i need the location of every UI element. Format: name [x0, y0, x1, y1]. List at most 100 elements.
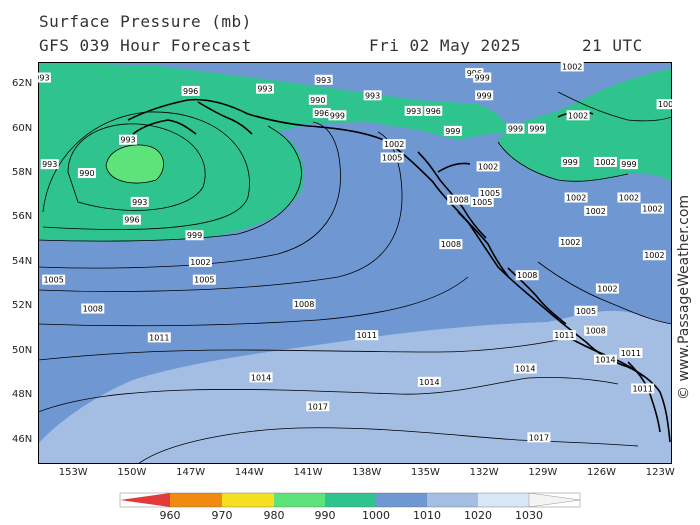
isobar-label: 999: [506, 123, 525, 134]
isobar-label: 1002: [595, 283, 619, 294]
isobar-label: 999: [185, 230, 204, 241]
colorbar-value-label: 1020: [464, 509, 492, 522]
isobar-label: 1017: [527, 432, 551, 443]
svg-text:1008: 1008: [83, 305, 103, 314]
colorbar-arrow-high: [528, 492, 581, 508]
svg-text:1011: 1011: [632, 384, 652, 393]
svg-text:1002: 1002: [478, 162, 498, 171]
svg-text:1014: 1014: [251, 373, 271, 382]
band-1000-1010: [38, 62, 672, 241]
isobar-label: 993: [404, 105, 423, 116]
svg-text:1002: 1002: [644, 251, 664, 260]
svg-text:1002: 1002: [384, 140, 404, 149]
svg-text:1017: 1017: [529, 433, 549, 442]
longitude-label: 129W: [528, 467, 558, 478]
colorbar-seg-960: [170, 493, 222, 507]
isobar-label: 993: [314, 74, 333, 85]
isobar-label: 1002: [584, 205, 608, 216]
pressure-map[interactable]: 990 993 993 993 996 999 1002 1005 1005 1008 1008 10…: [38, 62, 672, 464]
isobar-label: 990: [308, 94, 327, 105]
isobar-label: 1002: [642, 250, 666, 261]
svg-text:1008: 1008: [586, 327, 606, 336]
colorbar-seg-1020: [478, 493, 529, 507]
svg-text:1005: 1005: [382, 154, 402, 163]
svg-text:1017: 1017: [308, 402, 328, 411]
svg-text:1011: 1011: [149, 333, 169, 342]
isobar-label: 996: [424, 105, 443, 116]
isobar-label: 1005: [380, 152, 404, 163]
colorbar-arrow-low: [120, 493, 170, 507]
svg-text:993: 993: [38, 74, 50, 83]
svg-text:1014: 1014: [595, 356, 615, 365]
isobar-label: 1017: [306, 401, 330, 412]
isobar-label: 1002: [640, 203, 664, 214]
isobar-label: 1005: [192, 274, 216, 285]
svg-text:1002: 1002: [586, 207, 606, 216]
isobar-label: 1008: [584, 325, 608, 336]
map-title: Surface Pressure (mb): [39, 12, 252, 31]
svg-text:999: 999: [621, 160, 636, 169]
latitude-label: 54N: [12, 255, 33, 267]
isobar-label: 1005: [574, 305, 598, 316]
isobar-label: 1014: [593, 354, 617, 365]
colorbar-value-label: 990: [314, 509, 336, 522]
colorbar-seg-980: [274, 493, 325, 507]
svg-text:1008: 1008: [658, 100, 672, 109]
isobar-label: 993: [40, 159, 59, 170]
latitude-label: 50N: [12, 344, 33, 356]
svg-text:1005: 1005: [43, 276, 63, 285]
svg-text:1002: 1002: [190, 258, 210, 267]
isobar-label: 1002: [560, 62, 584, 72]
svg-text:993: 993: [132, 198, 147, 207]
longitude-label: 141W: [293, 467, 323, 478]
svg-text:996: 996: [314, 109, 329, 118]
svg-text:1014: 1014: [419, 378, 439, 387]
isobar-label: 1011: [147, 332, 171, 343]
svg-text:1005: 1005: [480, 189, 500, 198]
isobar-label: 1002: [564, 192, 588, 203]
isobar-label: 993: [119, 134, 138, 145]
latitude-label: 58N: [12, 167, 33, 179]
isobar-label: 1011: [619, 347, 643, 358]
colorbar-value-label: 980: [263, 509, 285, 522]
isobar-label: 1011: [355, 330, 379, 341]
band-1020-1030: [38, 310, 672, 464]
isobar-label: 1002: [617, 192, 641, 203]
svg-text:1005: 1005: [194, 276, 214, 285]
isobar-label: 999: [561, 156, 580, 167]
latitude-label: 60N: [12, 122, 33, 134]
isobar-label: 1008: [656, 99, 672, 110]
svg-text:999: 999: [187, 231, 202, 240]
svg-text:1014: 1014: [515, 364, 535, 373]
svg-text:1011: 1011: [357, 331, 377, 340]
svg-text:1002: 1002: [568, 111, 588, 120]
svg-text:1002: 1002: [560, 238, 580, 247]
isobar-label: 999: [527, 123, 546, 134]
isobar-label: 993: [363, 90, 382, 101]
svg-text:999: 999: [508, 125, 523, 134]
isobar-label: 1008: [81, 303, 105, 314]
colorbar-seg-1010: [427, 493, 478, 507]
isobar-label: 996: [312, 108, 331, 119]
isobar-label: 999: [619, 159, 638, 170]
svg-text:1008: 1008: [449, 196, 469, 205]
isobar-label: 1008: [515, 270, 539, 281]
isobar-label: 1008: [439, 239, 463, 250]
svg-text:1002: 1002: [619, 193, 639, 202]
pressure-colorbar: [119, 492, 581, 508]
forecast-date: Fri 02 May 2025: [369, 36, 521, 55]
colorbar-seg-970: [222, 493, 274, 507]
svg-text:999: 999: [475, 74, 490, 83]
svg-text:996: 996: [426, 107, 441, 116]
svg-text:999: 999: [477, 91, 492, 100]
longitude-label: 126W: [587, 467, 617, 478]
isobar-label: 990: [77, 168, 96, 179]
svg-text:993: 993: [365, 91, 380, 100]
colorbar-seg-990: [325, 493, 376, 507]
map-border: [38, 62, 672, 464]
forecast-subtitle: GFS 039 Hour Forecast: [39, 36, 252, 55]
isobar-label: 1002: [382, 139, 406, 150]
isobar-label: 1014: [417, 376, 441, 387]
svg-text:1002: 1002: [642, 205, 662, 214]
latitude-label: 46N: [12, 433, 33, 445]
